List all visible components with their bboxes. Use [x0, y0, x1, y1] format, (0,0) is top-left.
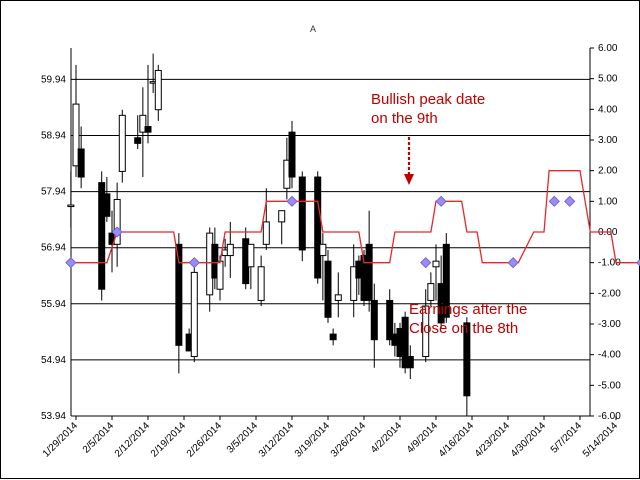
x-tick-label: 2/26/2014	[185, 420, 225, 460]
x-tick-label: 2/5/2014	[81, 420, 117, 456]
diamond-marker	[548, 195, 560, 207]
annotation-bullish-line-1: Bullish peak date	[371, 91, 485, 108]
x-tick-label: 4/2/2014	[369, 420, 405, 456]
annotation-bullish-line-2: on the 9th	[371, 110, 438, 127]
candle-body	[98, 182, 106, 290]
candle-body	[432, 260, 440, 268]
candle-body	[370, 299, 378, 341]
candle-body	[401, 316, 409, 369]
candle-body	[427, 283, 435, 301]
annotation-earnings-line-1: Earnings after the	[409, 301, 527, 318]
candle-body	[350, 266, 358, 301]
diamond-marker	[420, 257, 432, 269]
annotation-earnings-line-2: Close on the 8th	[409, 320, 518, 337]
y-right-tick-label: 4.00	[598, 104, 618, 115]
candle-body	[422, 305, 430, 358]
y-right-tick-label: -3.00	[598, 319, 621, 330]
candle-body	[288, 131, 296, 178]
y-right-tick-label: 3.00	[598, 135, 618, 146]
diamond-marker	[286, 195, 298, 207]
diamond-marker	[564, 195, 576, 207]
y-left-tick-label: 54.94	[41, 355, 66, 366]
x-tick-label: 2/19/2014	[149, 420, 189, 460]
candle-body	[113, 198, 121, 245]
y-left-tick-label: 58.94	[41, 131, 66, 142]
y-right-tick-label: -1.00	[598, 258, 621, 269]
y-right-tick-label: 5.00	[598, 74, 618, 85]
x-tick-label: 5/14/2014	[581, 420, 621, 460]
candle-body	[72, 103, 80, 167]
candle-body	[314, 176, 322, 279]
candlesticks	[67, 53, 471, 416]
y-right-tick-label: 6.00	[598, 43, 618, 54]
signal-line	[70, 170, 640, 264]
candle-body	[139, 114, 147, 133]
x-tick-label: 4/16/2014	[437, 420, 477, 460]
annotation-arrow-head	[404, 174, 414, 185]
x-tick-label: 4/9/2014	[405, 420, 441, 456]
candle-body	[278, 210, 286, 223]
x-tick-label: 5/7/2014	[549, 420, 585, 456]
y-right-tick-label: -5.00	[598, 380, 621, 391]
x-tick-label: 3/12/2014	[257, 420, 297, 460]
candle-body	[442, 243, 450, 318]
candle-body	[144, 126, 152, 133]
candle-body	[262, 221, 270, 245]
y-right-tick-label: -6.00	[598, 411, 621, 422]
y-right-tick-label: 2.00	[598, 166, 618, 177]
x-tick-label: 4/23/2014	[473, 420, 513, 460]
x-tick-label: 3/26/2014	[329, 420, 369, 460]
candle-body	[118, 114, 126, 172]
candle-body	[463, 322, 471, 397]
diamond-marker	[65, 257, 77, 269]
y-left-tick-label: 59.94	[41, 74, 66, 85]
candle-body	[386, 299, 394, 341]
signal-step-line	[70, 170, 640, 264]
y-right-tick-label: -2.00	[598, 288, 621, 299]
x-tick-label: 2/12/2014	[113, 420, 153, 460]
candle-body	[298, 176, 306, 251]
y-left-tick-label: 55.94	[41, 299, 66, 310]
candle-body	[406, 356, 414, 369]
y-right-tick-label: 1.00	[598, 196, 618, 207]
y-left-tick-label: 56.94	[41, 243, 66, 254]
y-left-tick-label: 57.94	[41, 187, 66, 198]
diamond-marker	[188, 257, 200, 269]
candle-body	[247, 243, 255, 268]
candle-body	[103, 193, 111, 217]
diamond-marker	[435, 195, 447, 207]
candle-body	[134, 137, 142, 144]
candle-body	[257, 266, 265, 301]
candle-body	[334, 294, 342, 301]
candle-body	[226, 243, 234, 257]
candle-body	[319, 243, 327, 257]
x-tick-label: 3/19/2014	[293, 420, 333, 460]
candle-body	[175, 243, 183, 346]
candle-body	[324, 260, 332, 318]
y-left-tick-label: 53.94	[41, 411, 66, 422]
diamond-marker	[636, 258, 640, 267]
x-tick-label: 1/29/2014	[41, 420, 81, 460]
candle-body	[154, 69, 162, 111]
candle-body	[190, 271, 198, 358]
chart-title: A	[310, 24, 316, 34]
diamond-marker	[111, 226, 123, 238]
y-right-tick-label: -4.00	[598, 350, 621, 361]
candle-body	[77, 148, 85, 178]
candle-body	[365, 243, 373, 301]
axes: 53.94 54.94 55.94 56.94 57.94 58.94 59.94 -6.00…	[41, 43, 621, 460]
x-tick-label: 3/5/2014	[225, 420, 261, 456]
diamond-marker	[507, 257, 519, 269]
candle-body	[67, 204, 75, 208]
candle-body	[329, 333, 337, 341]
signal-markers	[65, 195, 640, 269]
x-tick-label: 4/30/2014	[509, 420, 549, 460]
candle-body	[216, 260, 224, 290]
